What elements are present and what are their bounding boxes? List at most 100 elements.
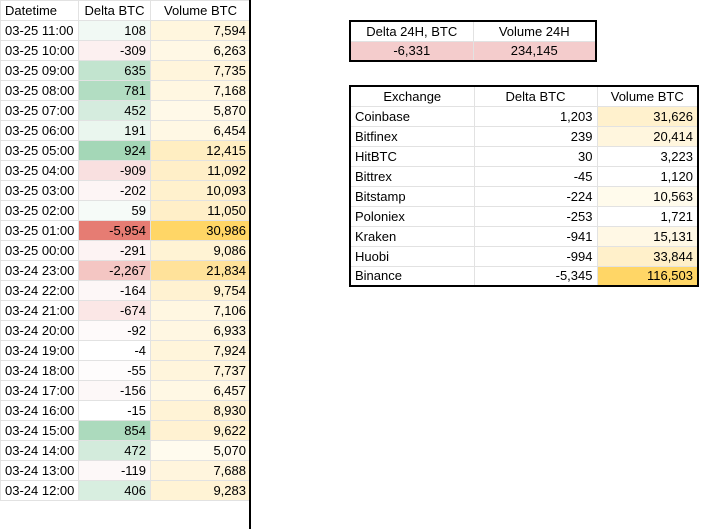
datetime-cell[interactable]: 03-25 02:00: [0, 200, 79, 221]
volume-cell[interactable]: 6,263: [150, 40, 251, 61]
delta-cell[interactable]: 452: [78, 100, 151, 121]
delta-cell[interactable]: 59: [78, 200, 151, 221]
delta-cell[interactable]: 191: [78, 120, 151, 141]
header-exchange-volume[interactable]: Volume BTC: [596, 85, 699, 107]
exchange-delta-cell[interactable]: -941: [473, 225, 598, 247]
header-volume-24h[interactable]: Volume 24H: [472, 20, 597, 42]
exchange-delta-cell[interactable]: 1,203: [473, 105, 598, 127]
header-exchange-delta[interactable]: Delta BTC: [473, 85, 598, 107]
delta-cell[interactable]: -202: [78, 180, 151, 201]
datetime-cell[interactable]: 03-25 01:00: [0, 220, 79, 241]
exchange-volume-cell[interactable]: 116,503: [596, 265, 699, 287]
volume-cell[interactable]: 6,933: [150, 320, 251, 341]
volume-cell[interactable]: 7,688: [150, 460, 251, 481]
datetime-cell[interactable]: 03-24 13:00: [0, 460, 79, 481]
exchange-delta-cell[interactable]: 239: [473, 125, 598, 147]
datetime-cell[interactable]: 03-25 00:00: [0, 240, 79, 261]
delta-cell[interactable]: -92: [78, 320, 151, 341]
exchange-volume-cell[interactable]: 31,626: [596, 105, 699, 127]
datetime-cell[interactable]: 03-25 10:00: [0, 40, 79, 61]
volume-cell[interactable]: 9,283: [150, 480, 251, 501]
datetime-cell[interactable]: 03-24 16:00: [0, 400, 79, 421]
volume-24h-value[interactable]: 234,145: [472, 40, 597, 62]
volume-cell[interactable]: 8,930: [150, 400, 251, 421]
delta-cell[interactable]: -119: [78, 460, 151, 481]
datetime-cell[interactable]: 03-24 20:00: [0, 320, 79, 341]
exchange-name-cell[interactable]: HitBTC: [349, 145, 475, 167]
exchange-name-cell[interactable]: Bittrex: [349, 165, 475, 187]
exchange-name-cell[interactable]: Coinbase: [349, 105, 475, 127]
delta-cell[interactable]: -55: [78, 360, 151, 381]
header-delta-24h[interactable]: Delta 24H, BTC: [349, 20, 474, 42]
delta-cell[interactable]: -2,267: [78, 260, 151, 281]
exchange-volume-cell[interactable]: 33,844: [596, 245, 699, 267]
datetime-cell[interactable]: 03-24 12:00: [0, 480, 79, 501]
datetime-cell[interactable]: 03-25 06:00: [0, 120, 79, 141]
delta-cell[interactable]: -164: [78, 280, 151, 301]
volume-cell[interactable]: 9,086: [150, 240, 251, 261]
datetime-cell[interactable]: 03-24 19:00: [0, 340, 79, 361]
delta-cell[interactable]: 406: [78, 480, 151, 501]
datetime-cell[interactable]: 03-24 15:00: [0, 420, 79, 441]
exchange-volume-cell[interactable]: 3,223: [596, 145, 699, 167]
exchange-name-cell[interactable]: Bitfinex: [349, 125, 475, 147]
delta-cell[interactable]: -309: [78, 40, 151, 61]
datetime-cell[interactable]: 03-24 21:00: [0, 300, 79, 321]
exchange-name-cell[interactable]: Bitstamp: [349, 185, 475, 207]
delta-cell[interactable]: -909: [78, 160, 151, 181]
delta-cell[interactable]: 108: [78, 20, 151, 41]
delta-cell[interactable]: -4: [78, 340, 151, 361]
volume-cell[interactable]: 12,415: [150, 140, 251, 161]
volume-cell[interactable]: 7,106: [150, 300, 251, 321]
exchange-name-cell[interactable]: Kraken: [349, 225, 475, 247]
exchange-name-cell[interactable]: Huobi: [349, 245, 475, 267]
exchange-delta-cell[interactable]: 30: [473, 145, 598, 167]
header-exchange[interactable]: Exchange: [349, 85, 475, 107]
volume-cell[interactable]: 7,735: [150, 60, 251, 81]
header-datetime[interactable]: Datetime: [0, 0, 79, 21]
header-delta-btc[interactable]: Delta BTC: [78, 0, 151, 21]
exchange-name-cell[interactable]: Binance: [349, 265, 475, 287]
delta-cell[interactable]: -15: [78, 400, 151, 421]
volume-cell[interactable]: 9,622: [150, 420, 251, 441]
delta-cell[interactable]: -674: [78, 300, 151, 321]
delta-cell[interactable]: 635: [78, 60, 151, 81]
exchange-delta-cell[interactable]: -253: [473, 205, 598, 227]
exchange-delta-cell[interactable]: -994: [473, 245, 598, 267]
volume-cell[interactable]: 6,457: [150, 380, 251, 401]
delta-cell[interactable]: 854: [78, 420, 151, 441]
delta-cell[interactable]: 781: [78, 80, 151, 101]
exchange-delta-cell[interactable]: -5,345: [473, 265, 598, 287]
exchange-name-cell[interactable]: Poloniex: [349, 205, 475, 227]
datetime-cell[interactable]: 03-25 03:00: [0, 180, 79, 201]
volume-cell[interactable]: 9,754: [150, 280, 251, 301]
volume-cell[interactable]: 10,093: [150, 180, 251, 201]
datetime-cell[interactable]: 03-25 11:00: [0, 20, 79, 41]
volume-cell[interactable]: 11,092: [150, 160, 251, 181]
volume-cell[interactable]: 11,050: [150, 200, 251, 221]
datetime-cell[interactable]: 03-25 09:00: [0, 60, 79, 81]
delta-24h-value[interactable]: -6,331: [349, 40, 474, 62]
datetime-cell[interactable]: 03-25 08:00: [0, 80, 79, 101]
volume-cell[interactable]: 7,168: [150, 80, 251, 101]
datetime-cell[interactable]: 03-25 05:00: [0, 140, 79, 161]
delta-cell[interactable]: -156: [78, 380, 151, 401]
volume-cell[interactable]: 5,870: [150, 100, 251, 121]
datetime-cell[interactable]: 03-24 23:00: [0, 260, 79, 281]
exchange-delta-cell[interactable]: -45: [473, 165, 598, 187]
exchange-volume-cell[interactable]: 1,721: [596, 205, 699, 227]
datetime-cell[interactable]: 03-24 17:00: [0, 380, 79, 401]
volume-cell[interactable]: 6,454: [150, 120, 251, 141]
delta-cell[interactable]: 472: [78, 440, 151, 461]
exchange-volume-cell[interactable]: 20,414: [596, 125, 699, 147]
datetime-cell[interactable]: 03-25 04:00: [0, 160, 79, 181]
volume-cell[interactable]: 7,924: [150, 340, 251, 361]
volume-cell[interactable]: 7,737: [150, 360, 251, 381]
volume-cell[interactable]: 30,986: [150, 220, 251, 241]
volume-cell[interactable]: 21,834: [150, 260, 251, 281]
exchange-volume-cell[interactable]: 15,131: [596, 225, 699, 247]
datetime-cell[interactable]: 03-25 07:00: [0, 100, 79, 121]
datetime-cell[interactable]: 03-24 18:00: [0, 360, 79, 381]
delta-cell[interactable]: 924: [78, 140, 151, 161]
datetime-cell[interactable]: 03-24 22:00: [0, 280, 79, 301]
